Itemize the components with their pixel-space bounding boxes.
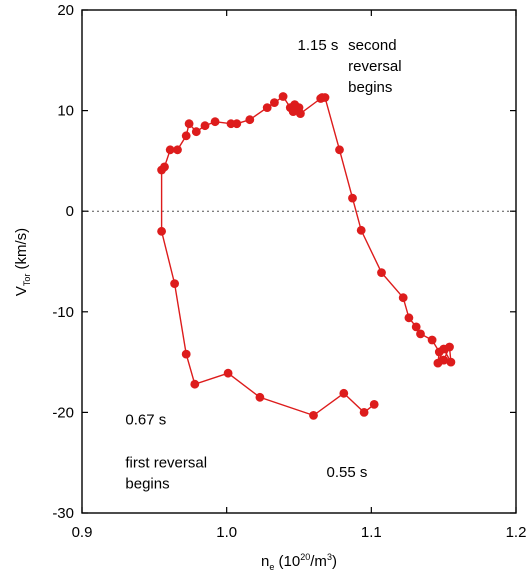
series-points <box>157 92 456 420</box>
annotation: second reversal begins <box>348 37 401 96</box>
data-point <box>173 145 182 155</box>
data-point <box>278 92 288 101</box>
data-point <box>165 145 175 155</box>
y-tick-label: -10 <box>52 304 74 321</box>
data-point <box>411 322 421 332</box>
data-point <box>348 193 357 203</box>
annotation: 0.67 s <box>125 411 166 428</box>
data-point <box>359 408 369 417</box>
data-point <box>270 98 279 107</box>
data-point <box>296 109 305 118</box>
data-point <box>190 379 200 389</box>
data-point <box>191 127 201 137</box>
data-point <box>255 392 265 402</box>
data-point <box>369 400 379 409</box>
data-point <box>339 388 349 398</box>
data-point <box>416 329 425 339</box>
y-tick-label: 10 <box>57 103 74 120</box>
data-point <box>210 117 220 127</box>
data-point <box>170 279 180 288</box>
data-point <box>439 355 449 365</box>
x-tick-label: 1.1 <box>361 524 382 541</box>
data-point <box>377 268 386 277</box>
plot-frame <box>81 9 517 514</box>
x-tick-label: 1.0 <box>216 524 237 541</box>
annotation: 1.15 s <box>298 37 339 54</box>
y-tick-label: -20 <box>52 404 74 421</box>
x-tick-label: 1.2 <box>506 524 527 541</box>
x-tick-label: 0.9 <box>72 524 93 541</box>
data-point <box>200 121 210 131</box>
y-axis-label: VTor (km/s) <box>13 228 32 296</box>
data-point <box>181 131 191 141</box>
data-point <box>184 119 194 129</box>
data-point <box>445 342 454 352</box>
annotation: 0.55 s <box>326 464 367 481</box>
data-point <box>262 103 272 112</box>
data-point <box>232 119 242 129</box>
data-point <box>398 293 408 303</box>
data-point <box>446 357 456 367</box>
data-point <box>356 225 366 235</box>
y-tick-label: 0 <box>66 203 74 220</box>
axis-ticks: 0.9 1.0 1.1 1.2 -30 -20 -10 0 10 20 <box>52 2 526 541</box>
data-point <box>245 115 255 125</box>
y-tick-label: 20 <box>57 2 74 19</box>
data-point <box>160 162 169 172</box>
data-point <box>223 368 233 378</box>
data-point <box>404 313 414 323</box>
annotations: 1.15 s second reversal begins 0.67 s first re… <box>125 37 401 492</box>
data-point <box>320 93 330 102</box>
data-point <box>181 349 191 359</box>
y-tick-label: -30 <box>52 505 74 522</box>
data-point <box>309 411 318 420</box>
data-point <box>427 335 437 345</box>
data-point <box>335 145 344 155</box>
annotation: first reversal begins <box>125 455 207 493</box>
x-axis-label: ne (1020/m3) <box>261 552 337 572</box>
series-line <box>160 95 452 417</box>
data-point <box>157 226 167 236</box>
